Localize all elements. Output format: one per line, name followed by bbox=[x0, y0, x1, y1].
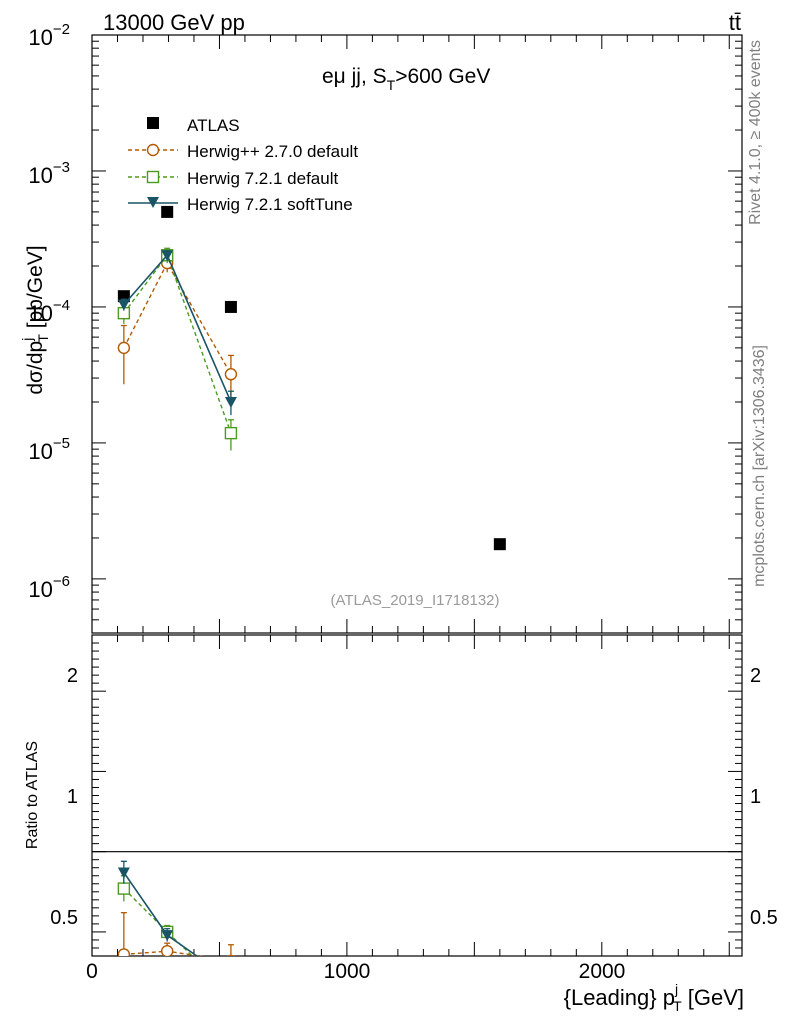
main-axis-ticks bbox=[91, 34, 742, 634]
main-plot-title: eμ jj, ST>600 GeV bbox=[322, 65, 490, 93]
legend-marker-herwigpp bbox=[146, 143, 160, 157]
main-line-herwig-7-2-1-softtune bbox=[123, 253, 232, 403]
main-y-tick-label-4: 10−6 bbox=[28, 573, 70, 602]
main-point-herwig-7-2-1-softtune bbox=[224, 396, 237, 408]
main-point-atlas bbox=[161, 205, 174, 218]
ratio-line-herwig-7-2-1-softtune bbox=[123, 872, 199, 956]
ratio-point-herwig-7-2-1-softtune bbox=[117, 867, 130, 879]
ratio-point-herwig-2-7-0-default bbox=[160, 944, 174, 956]
ratio-axis-ticks bbox=[91, 634, 742, 956]
ratio-y-tick-label-1: 1 bbox=[67, 786, 78, 808]
main-panel-frame bbox=[91, 34, 743, 634]
main-point-herwig-2-7-0-default bbox=[117, 341, 131, 355]
legend-label-herwig721: Herwig 7.2.1 default bbox=[187, 169, 338, 188]
main-point-atlas bbox=[224, 300, 237, 313]
ratio-y-tick-label-2: 2 bbox=[67, 665, 78, 687]
x-tick-label-1: 1000 bbox=[324, 960, 371, 983]
main-point-herwig-7-2-1-default bbox=[224, 426, 238, 440]
ratio-y-axis-title: Ratio to ATLAS bbox=[24, 741, 41, 849]
x-tick-label-2: 2000 bbox=[579, 960, 626, 983]
legend-label-atlas: ATLAS bbox=[187, 116, 240, 135]
ratio-y-tick-label-right-1: 1 bbox=[750, 786, 761, 808]
main-y-tick-label-0: 10−2 bbox=[28, 21, 70, 50]
mcplots-label: mcplots.cern.ch [arXiv:1306.3436] bbox=[751, 345, 768, 587]
main-line-herwig-2-7-0-default bbox=[123, 261, 232, 375]
main-point-herwig-7-2-1-softtune bbox=[117, 299, 130, 311]
ratio-point-herwig-2-7-0-default bbox=[227, 954, 235, 956]
rivet-label: Rivet 4.1.0, ≥ 400k events bbox=[747, 40, 764, 225]
ratio-point-herwig-7-2-1-default bbox=[225, 987, 236, 998]
main-point-atlas bbox=[493, 538, 506, 551]
ratio-panel-frame bbox=[91, 634, 743, 957]
ratio-line-herwig-7-2-1-default bbox=[123, 888, 194, 956]
ratio-point-herwig-7-2-1-default bbox=[117, 882, 131, 895]
main-point-herwig-7-2-1-softtune bbox=[161, 250, 174, 262]
ratio-y-tick-label-right-2: 2 bbox=[750, 665, 761, 687]
ratio-data-layer bbox=[117, 860, 237, 998]
ratio-y-tick-label-right-0: 0.5 bbox=[750, 907, 778, 929]
main-y-tick-label-2: 10−4 bbox=[28, 297, 70, 326]
main-data-layer bbox=[117, 205, 506, 551]
legend-label-softtune: Herwig 7.2.1 softTune bbox=[187, 195, 353, 214]
legend-marker-softtune bbox=[147, 197, 159, 208]
ratio-point-herwig-7-2-1-softtune bbox=[225, 975, 237, 986]
legend-marker-herwig721 bbox=[146, 170, 160, 184]
ratio-point-herwig-2-7-0-default bbox=[117, 948, 131, 956]
x-tick-label-0: 0 bbox=[86, 960, 98, 983]
main-point-herwig-2-7-0-default bbox=[224, 368, 238, 381]
main-line-herwig-7-2-1-default bbox=[123, 253, 232, 434]
legend-marker-atlas bbox=[147, 117, 159, 129]
legend: ATLAS Herwig++ 2.7.0 default Herwig 7.2.… bbox=[128, 116, 358, 214]
main-y-tick-label-3: 10−5 bbox=[28, 435, 70, 464]
ratio-point-herwig-7-2-1-softtune bbox=[161, 930, 174, 942]
main-y-tick-labels: 10−2 10−3 10−4 10−5 10−6 bbox=[28, 21, 70, 602]
ratio-y-tick-label-0: 0.5 bbox=[50, 907, 78, 929]
main-y-tick-label-1: 10−3 bbox=[28, 159, 70, 188]
legend-label-herwigpp: Herwig++ 2.7.0 default bbox=[187, 142, 358, 161]
x-axis-title: {Leading} pj T [GeV] bbox=[564, 981, 744, 1014]
analysis-label: (ATLAS_2019_I1718132) bbox=[330, 592, 499, 609]
energy-label: 13000 GeV pp bbox=[103, 10, 245, 35]
main-y-axis-title: dσ/dpjT [pb/GeV] bbox=[19, 245, 51, 394]
process-label: tt̄ bbox=[729, 10, 741, 35]
